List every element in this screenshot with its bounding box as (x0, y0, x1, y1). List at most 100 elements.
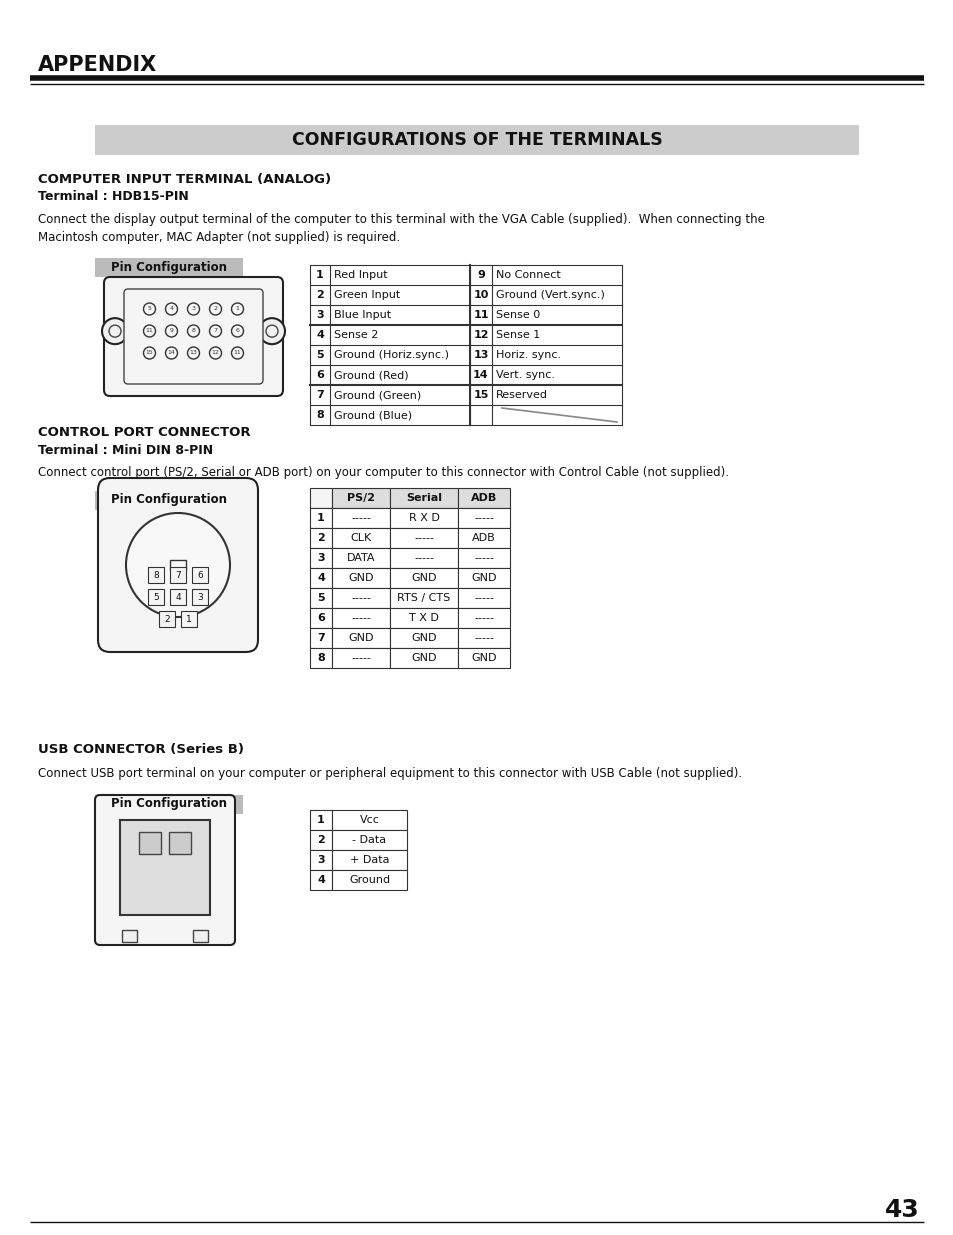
Text: GND: GND (411, 573, 436, 583)
FancyBboxPatch shape (332, 810, 407, 830)
Text: -----: ----- (351, 513, 371, 522)
Text: Vert. sync.: Vert. sync. (496, 370, 555, 380)
FancyBboxPatch shape (310, 588, 332, 608)
FancyBboxPatch shape (332, 830, 407, 850)
FancyBboxPatch shape (390, 629, 457, 648)
Text: 2: 2 (164, 615, 170, 624)
Text: No Connect: No Connect (496, 270, 560, 280)
Text: -----: ----- (474, 634, 494, 643)
FancyBboxPatch shape (457, 608, 510, 629)
Text: 8: 8 (315, 410, 323, 420)
Text: Terminal : HDB15-PIN: Terminal : HDB15-PIN (38, 190, 189, 204)
Circle shape (232, 325, 243, 337)
Text: 15: 15 (473, 390, 488, 400)
Text: Ground (Horiz.sync.): Ground (Horiz.sync.) (334, 350, 449, 359)
FancyBboxPatch shape (332, 629, 390, 648)
Text: R X D: R X D (408, 513, 439, 522)
FancyBboxPatch shape (332, 588, 390, 608)
Text: Connect USB port terminal on your computer or peripheral equipment to this conne: Connect USB port terminal on your comput… (38, 767, 741, 781)
Text: 4: 4 (170, 306, 173, 311)
Text: Red Input: Red Input (334, 270, 387, 280)
Text: 8: 8 (153, 571, 159, 579)
Circle shape (165, 347, 177, 359)
Text: Ground (Vert.sync.): Ground (Vert.sync.) (496, 290, 604, 300)
FancyBboxPatch shape (332, 568, 390, 588)
Text: 43: 43 (884, 1198, 919, 1221)
Text: 3: 3 (315, 310, 323, 320)
Text: CLK: CLK (350, 534, 372, 543)
FancyBboxPatch shape (310, 488, 332, 508)
FancyBboxPatch shape (332, 648, 390, 668)
Circle shape (165, 303, 177, 315)
FancyBboxPatch shape (170, 567, 186, 583)
FancyBboxPatch shape (310, 810, 332, 830)
FancyBboxPatch shape (457, 568, 510, 588)
FancyBboxPatch shape (193, 930, 208, 942)
Text: 6: 6 (316, 613, 325, 622)
Text: 5: 5 (316, 593, 324, 603)
FancyBboxPatch shape (457, 529, 510, 548)
Text: Sense 0: Sense 0 (496, 310, 539, 320)
Text: -----: ----- (351, 653, 371, 663)
FancyBboxPatch shape (192, 567, 208, 583)
Text: 12: 12 (473, 330, 488, 340)
FancyBboxPatch shape (95, 258, 243, 277)
Text: ADB: ADB (471, 493, 497, 503)
FancyBboxPatch shape (95, 795, 234, 945)
Text: 5: 5 (315, 350, 323, 359)
Text: Serial: Serial (406, 493, 441, 503)
Text: RTS / CTS: RTS / CTS (397, 593, 450, 603)
Text: 4: 4 (315, 330, 324, 340)
Text: 5: 5 (153, 593, 159, 601)
Text: 4: 4 (316, 876, 325, 885)
FancyBboxPatch shape (390, 608, 457, 629)
Text: PS/2: PS/2 (347, 493, 375, 503)
FancyBboxPatch shape (181, 611, 196, 627)
FancyBboxPatch shape (390, 529, 457, 548)
Text: APPENDIX: APPENDIX (38, 56, 157, 75)
FancyBboxPatch shape (95, 125, 858, 156)
Text: Terminal : Mini DIN 8-PIN: Terminal : Mini DIN 8-PIN (38, 443, 213, 457)
Text: Ground (Blue): Ground (Blue) (334, 410, 412, 420)
FancyBboxPatch shape (390, 588, 457, 608)
Text: 14: 14 (168, 351, 175, 356)
Text: 1: 1 (316, 815, 325, 825)
FancyBboxPatch shape (332, 529, 390, 548)
Circle shape (210, 347, 221, 359)
Circle shape (210, 325, 221, 337)
Text: -----: ----- (351, 613, 371, 622)
Text: 5: 5 (148, 306, 152, 311)
FancyBboxPatch shape (95, 492, 243, 510)
Text: - Data: - Data (352, 835, 386, 845)
FancyBboxPatch shape (390, 508, 457, 529)
Circle shape (143, 325, 155, 337)
Text: 6: 6 (197, 571, 203, 579)
FancyBboxPatch shape (148, 567, 164, 583)
Circle shape (210, 303, 221, 315)
Text: Ground (Red): Ground (Red) (334, 370, 408, 380)
FancyBboxPatch shape (310, 548, 332, 568)
Text: 2: 2 (316, 835, 325, 845)
Text: GND: GND (411, 653, 436, 663)
Text: 15: 15 (146, 351, 153, 356)
FancyBboxPatch shape (148, 589, 164, 605)
Text: -----: ----- (351, 593, 371, 603)
Text: Green Input: Green Input (334, 290, 400, 300)
Text: T X D: T X D (409, 613, 438, 622)
Text: 2: 2 (213, 306, 217, 311)
Text: + Data: + Data (350, 855, 389, 864)
Text: 13: 13 (473, 350, 488, 359)
Text: 11: 11 (473, 310, 488, 320)
FancyBboxPatch shape (457, 488, 510, 508)
Circle shape (188, 325, 199, 337)
FancyBboxPatch shape (310, 568, 332, 588)
FancyBboxPatch shape (390, 488, 457, 508)
Text: Sense 1: Sense 1 (496, 330, 539, 340)
Text: CONFIGURATIONS OF THE TERMINALS: CONFIGURATIONS OF THE TERMINALS (292, 131, 661, 149)
FancyBboxPatch shape (170, 589, 186, 605)
Text: Pin Configuration: Pin Configuration (111, 494, 227, 506)
Text: 14: 14 (473, 370, 488, 380)
FancyBboxPatch shape (95, 795, 243, 814)
Text: Vcc: Vcc (359, 815, 379, 825)
Text: 9: 9 (476, 270, 484, 280)
